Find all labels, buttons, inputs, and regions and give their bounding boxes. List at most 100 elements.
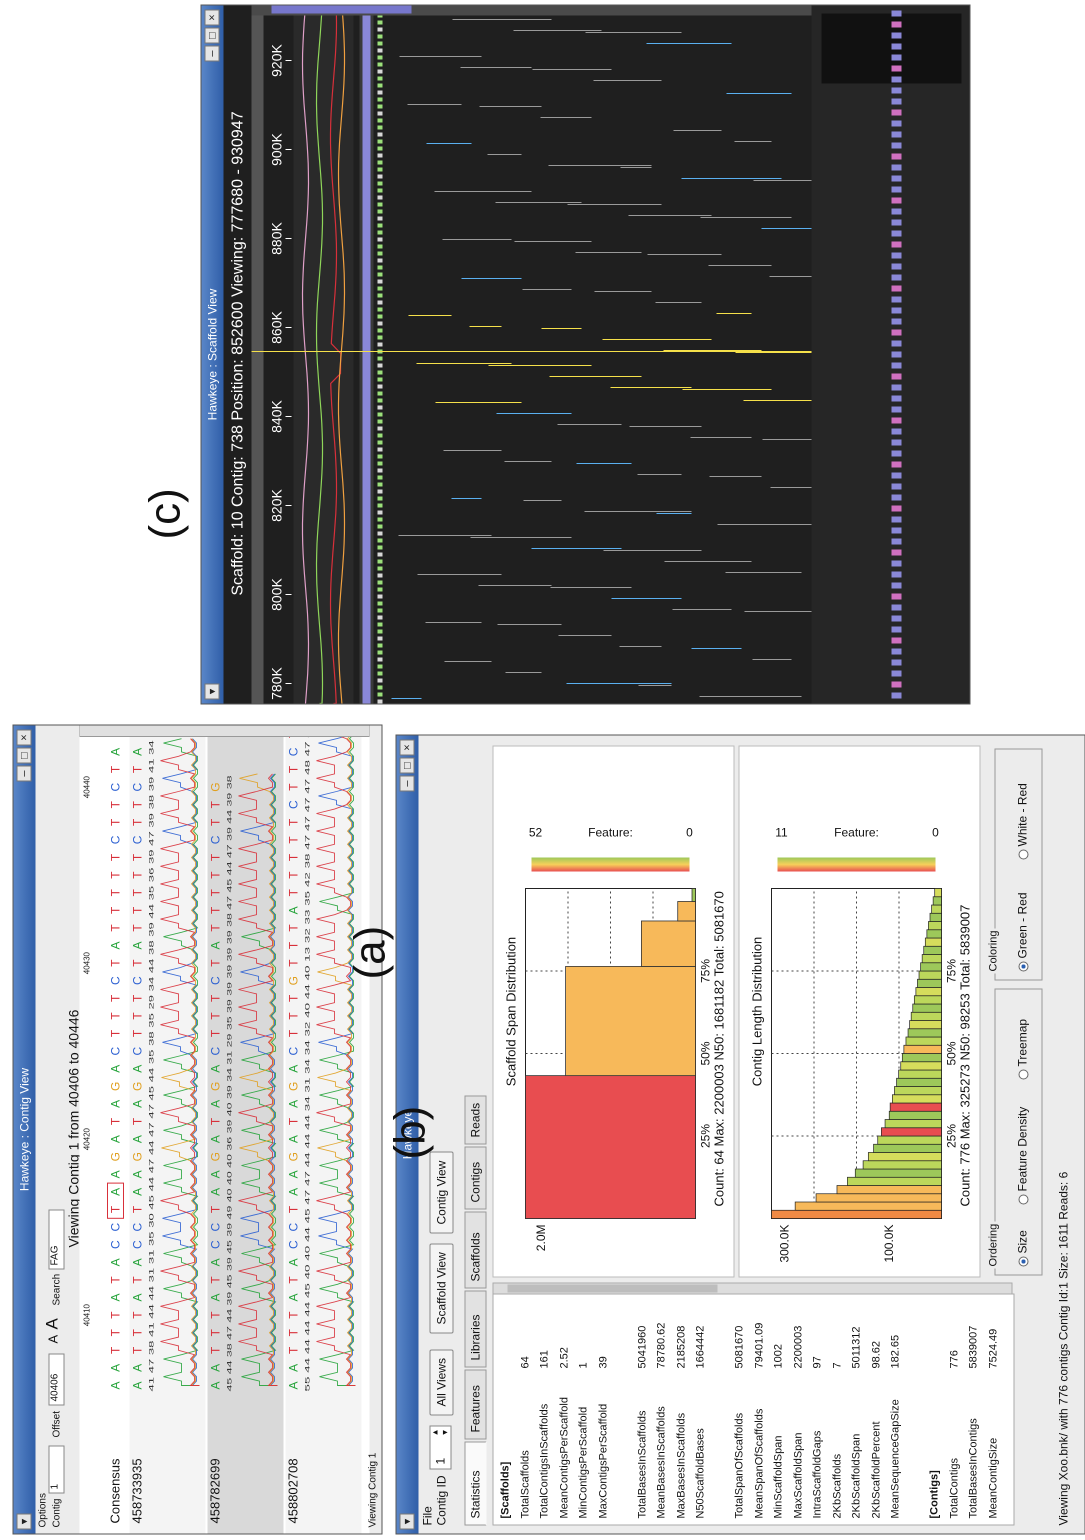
options-menu[interactable]: Options <box>37 1493 49 1528</box>
read-base: C <box>287 747 301 756</box>
ordering-treemap-radio[interactable]: Treemap <box>1016 1019 1030 1080</box>
font-larger-button[interactable]: A <box>42 1318 62 1330</box>
close-icon[interactable]: × <box>204 9 220 26</box>
consensus-base: G <box>109 1082 123 1091</box>
consensus-base: T <box>109 1311 123 1319</box>
contig-input[interactable]: 1 <box>48 1445 65 1494</box>
snp-mark <box>377 363 383 368</box>
overview-feature <box>891 351 902 358</box>
menu-icon[interactable]: ▾ <box>399 1513 415 1530</box>
stat-key: MaxBasesInScaffolds <box>675 1412 687 1519</box>
tab-statistics[interactable]: Statistics <box>464 1441 487 1526</box>
search-input[interactable]: FAG <box>48 1209 65 1270</box>
overview-feature <box>891 153 902 160</box>
font-smaller-button[interactable]: A <box>45 1334 61 1344</box>
offset-input[interactable]: 40406 <box>48 1353 65 1406</box>
ordering-density-radio[interactable]: Feature Density <box>1016 1107 1030 1205</box>
snp-mark <box>377 20 383 25</box>
snp-mark <box>377 433 383 438</box>
read-id: 458802708 <box>286 1458 301 1523</box>
maximize-icon[interactable]: □ <box>16 747 32 764</box>
tab-reads[interactable]: Reads <box>464 1095 487 1145</box>
read-base: C <box>287 1240 301 1249</box>
overview-feature <box>891 241 902 248</box>
overview-feature <box>891 461 902 468</box>
overview-feature <box>891 175 902 182</box>
tab-contigs[interactable]: Contigs <box>464 1146 487 1210</box>
read-base: T <box>131 1012 145 1020</box>
maximize-icon[interactable]: □ <box>204 27 220 44</box>
menu-file[interactable]: File <box>420 1506 435 1526</box>
snp-mark <box>377 202 383 207</box>
scaffold-span-chart[interactable]: 25% 50% 75% 2.0M 52 Feature: 0 <box>494 747 734 1277</box>
read-base: T <box>287 1311 301 1319</box>
read-base: C <box>131 835 145 844</box>
ordering-size-radio[interactable]: Size <box>1016 1230 1030 1267</box>
stat-row: TotalContigs 776 <box>948 1299 963 1518</box>
overview-feature <box>891 43 902 50</box>
snp-mark <box>377 230 383 235</box>
overview-feature <box>891 373 902 380</box>
overview-feature <box>891 505 902 512</box>
bar <box>910 1011 942 1021</box>
consensus-base: A <box>109 1135 123 1143</box>
quantile-label: 50% <box>699 1041 713 1065</box>
tab-features[interactable]: Features <box>464 1369 487 1440</box>
tab-libraries[interactable]: Libraries <box>464 1290 487 1368</box>
read-base: C <box>209 1222 223 1231</box>
read-base: T <box>209 888 223 896</box>
snp-mark <box>377 489 383 494</box>
stat-row: MaxContigsPerScaffold 39 <box>597 1299 612 1518</box>
read-base: T <box>209 818 223 826</box>
alignment-canvas[interactable]: 40410404204043040440ConsensusAATTTATACCT… <box>79 724 370 1534</box>
hawkeye-main-window: Hawkeye ▾ – □ × File Contig ID 1 ▲ ▼ All … <box>395 734 1085 1535</box>
stat-key: MinScaffoldSpan <box>772 1435 785 1519</box>
bar <box>854 1168 942 1178</box>
overview-feature <box>891 307 902 314</box>
read-base: C <box>131 1240 145 1249</box>
read-base: T <box>287 818 301 826</box>
contig-view-button[interactable]: Contig View <box>429 1151 454 1234</box>
consensus-base: A <box>109 941 123 949</box>
stat-row: 2KbScaffoldSpan 5011312 <box>851 1299 866 1518</box>
scaffold-view-button[interactable]: Scaffold View <box>429 1243 454 1334</box>
close-icon[interactable]: × <box>399 739 415 756</box>
maximize-icon[interactable]: □ <box>399 757 415 774</box>
all-views-button[interactable]: All Views <box>429 1349 454 1416</box>
read-base: A <box>131 941 145 949</box>
snp-mark <box>377 510 383 515</box>
minimize-icon[interactable]: – <box>16 765 32 782</box>
tab-scaffolds[interactable]: Scaffolds <box>464 1211 487 1289</box>
statistics-scrollbar[interactable] <box>492 1282 1013 1295</box>
bar <box>912 1003 942 1013</box>
minimize-icon[interactable]: – <box>399 775 415 792</box>
menu-icon[interactable]: ▾ <box>204 683 220 700</box>
scroll-thumb[interactable] <box>507 1284 718 1293</box>
label-b: (b) <box>385 1105 435 1160</box>
snp-mark <box>377 160 383 165</box>
consensus-base: C <box>109 835 123 844</box>
contig-label: Contig <box>51 1498 63 1528</box>
menu-icon[interactable]: ▾ <box>16 1513 32 1530</box>
read-base: G <box>209 1152 223 1161</box>
contig-id-spinner[interactable]: 1 ▲ ▼ <box>429 1425 452 1470</box>
coloring-white-red-radio[interactable]: White - Red <box>1016 783 1030 860</box>
minimize-icon[interactable]: – <box>204 45 220 62</box>
close-icon[interactable]: × <box>16 729 32 746</box>
stat-key: 2KbScaffoldPercent <box>870 1421 882 1519</box>
radio-icon <box>1018 1069 1029 1080</box>
read-base: T <box>287 888 301 896</box>
contig-length-chart[interactable]: 25% 50% 75% 100.0K 300.0K 11 Feature: 0 <box>740 747 980 1277</box>
snp-mark <box>377 279 383 284</box>
legend-bar <box>531 857 690 872</box>
read-base: C <box>209 835 223 844</box>
overview-feature <box>891 582 902 589</box>
overview-feature <box>891 285 902 292</box>
stat-row: [Contigs] <box>929 1299 944 1518</box>
coloring-green-red-radio[interactable]: Green - Red <box>1016 892 1030 972</box>
scaffold-canvas[interactable]: 780K 800K 820K 840K 860K 880K 900K 920K <box>251 4 971 704</box>
spinner-arrows-icon[interactable]: ▲ ▼ <box>430 1428 450 1437</box>
overview-feature <box>891 439 902 446</box>
read-base: T <box>131 1346 145 1354</box>
read-base: T <box>131 888 145 896</box>
